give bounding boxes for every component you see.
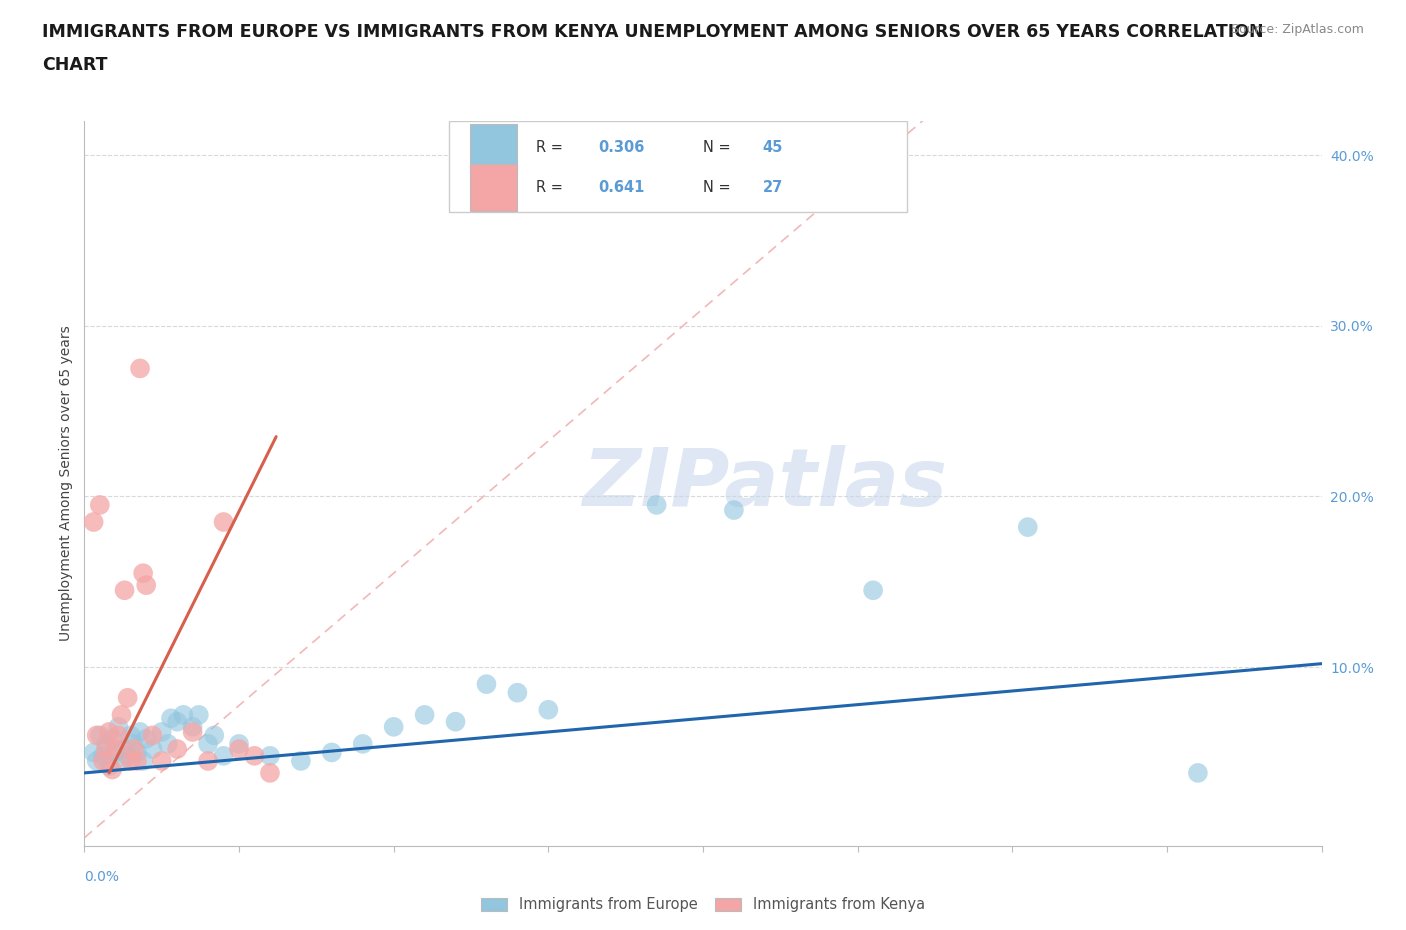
Point	[98, 724, 121, 739]
Text: ZIPatlas: ZIPatlas	[582, 445, 948, 523]
Point	[166, 714, 188, 729]
Point	[160, 711, 183, 725]
Point	[197, 753, 219, 768]
Point	[723, 502, 745, 517]
Point	[104, 745, 127, 760]
Point	[150, 753, 173, 768]
Point	[94, 737, 117, 751]
Point	[321, 745, 343, 760]
Point	[110, 753, 132, 768]
Point	[141, 741, 163, 756]
Point	[117, 690, 139, 705]
Point	[101, 731, 124, 746]
Point	[537, 702, 560, 717]
Point	[132, 753, 155, 768]
Point	[382, 720, 405, 735]
Point	[122, 737, 145, 751]
Point	[125, 753, 148, 768]
Point	[91, 749, 114, 764]
Point	[114, 741, 136, 756]
Point	[645, 498, 668, 512]
Point	[1017, 520, 1039, 535]
Point	[89, 728, 111, 743]
Text: R =: R =	[536, 179, 568, 194]
Point	[1187, 765, 1209, 780]
Point	[107, 728, 129, 743]
Point	[125, 745, 148, 760]
Point	[862, 583, 884, 598]
Text: N =: N =	[703, 179, 735, 194]
FancyBboxPatch shape	[471, 164, 517, 211]
Point	[107, 720, 129, 735]
Point	[120, 728, 142, 743]
Y-axis label: Unemployment Among Seniors over 65 years: Unemployment Among Seniors over 65 years	[59, 326, 73, 642]
Point	[156, 737, 179, 751]
Point	[135, 578, 157, 592]
Point	[141, 728, 163, 743]
Text: 0.0%: 0.0%	[84, 870, 120, 884]
Point	[83, 745, 105, 760]
Point	[506, 685, 529, 700]
Point	[132, 565, 155, 580]
Point	[243, 749, 266, 764]
Point	[110, 708, 132, 723]
Text: N =: N =	[703, 140, 735, 155]
Point	[86, 728, 108, 743]
Point	[117, 749, 139, 764]
Legend: Immigrants from Europe, Immigrants from Kenya: Immigrants from Europe, Immigrants from …	[475, 891, 931, 918]
Point	[86, 753, 108, 768]
Point	[122, 741, 145, 756]
Point	[212, 749, 235, 764]
Text: Source: ZipAtlas.com: Source: ZipAtlas.com	[1230, 23, 1364, 36]
Point	[444, 714, 467, 729]
Point	[91, 753, 114, 768]
Point	[228, 741, 250, 756]
Point	[202, 728, 225, 743]
Point	[120, 753, 142, 768]
Text: 0.641: 0.641	[598, 179, 644, 194]
Text: CHART: CHART	[42, 56, 108, 73]
Point	[89, 498, 111, 512]
Text: 45: 45	[762, 140, 783, 155]
FancyBboxPatch shape	[450, 121, 907, 211]
Point	[114, 583, 136, 598]
Point	[135, 731, 157, 746]
Point	[413, 708, 436, 723]
Text: 27: 27	[762, 179, 783, 194]
Point	[129, 361, 152, 376]
Point	[475, 677, 498, 692]
Text: 0.306: 0.306	[598, 140, 644, 155]
Point	[129, 724, 152, 739]
Point	[83, 514, 105, 529]
Point	[228, 737, 250, 751]
Text: R =: R =	[536, 140, 568, 155]
Point	[172, 708, 194, 723]
Point	[150, 724, 173, 739]
Point	[94, 741, 117, 756]
Point	[197, 737, 219, 751]
Point	[166, 741, 188, 756]
Point	[181, 720, 204, 735]
Point	[259, 765, 281, 780]
Text: IMMIGRANTS FROM EUROPE VS IMMIGRANTS FROM KENYA UNEMPLOYMENT AMONG SENIORS OVER : IMMIGRANTS FROM EUROPE VS IMMIGRANTS FRO…	[42, 23, 1264, 41]
Point	[101, 762, 124, 777]
Point	[290, 753, 312, 768]
Point	[259, 749, 281, 764]
Point	[98, 759, 121, 774]
FancyBboxPatch shape	[471, 125, 517, 171]
Point	[104, 741, 127, 756]
Point	[212, 514, 235, 529]
Point	[181, 724, 204, 739]
Point	[187, 708, 209, 723]
Point	[352, 737, 374, 751]
